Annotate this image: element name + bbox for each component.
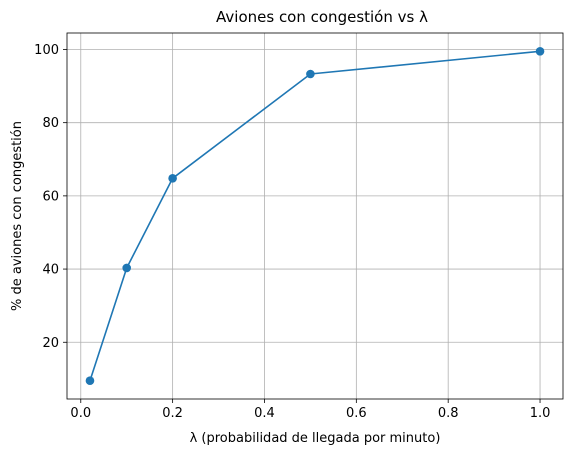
y-axis-label: % de aviones con congestión — [10, 121, 25, 311]
y-axis-ticks: 20 40 60 80 100 — [34, 43, 67, 351]
plot-area-frame — [66, 32, 564, 400]
x-tick-label: 0.0 — [70, 406, 91, 421]
data-point — [168, 174, 177, 183]
data-point — [85, 376, 95, 386]
x-tick-label: 0.2 — [162, 406, 183, 421]
x-tick-label: 1.0 — [530, 406, 551, 421]
y-tick-label: 80 — [42, 116, 59, 131]
series-layer — [85, 47, 545, 386]
y-tick-label: 20 — [42, 336, 59, 351]
x-tick-label: 0.8 — [438, 406, 459, 421]
x-axis-label: λ (probabilidad de llegada por minuto) — [190, 431, 441, 446]
data-point — [122, 263, 132, 273]
x-tick-label: 0.6 — [346, 406, 367, 421]
data-point — [535, 47, 545, 56]
y-tick-label: 40 — [42, 263, 59, 278]
y-tick-label: 60 — [42, 189, 59, 204]
y-tick-label: 100 — [34, 43, 59, 58]
chart-title: Aviones con congestión vs λ — [216, 8, 428, 26]
series-line — [89, 50, 541, 381]
x-axis-ticks: 0.0 0.2 0.4 0.6 0.8 1.0 — [70, 399, 550, 421]
grid — [67, 33, 563, 399]
data-point — [306, 69, 315, 79]
x-tick-label: 0.4 — [254, 406, 275, 421]
